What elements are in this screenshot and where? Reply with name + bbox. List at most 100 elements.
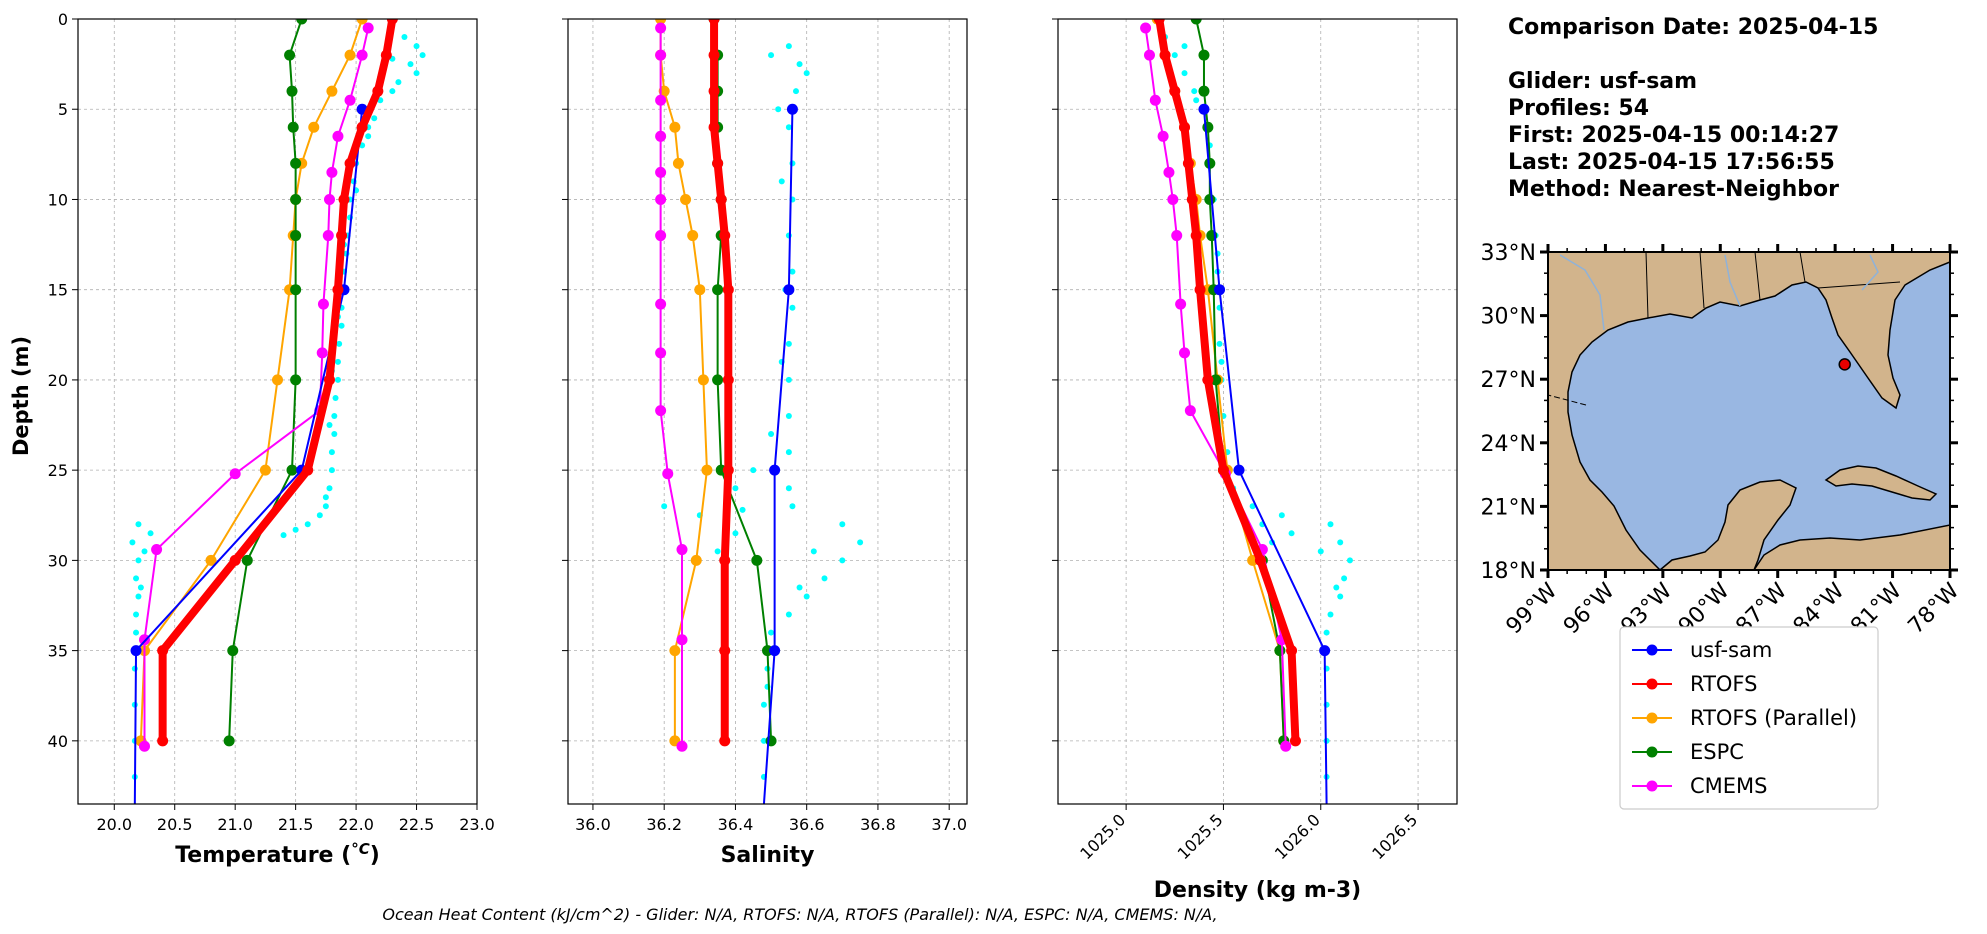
series-point: [326, 166, 338, 178]
obs-point-11: [785, 340, 792, 347]
obs-point-4: [413, 70, 420, 77]
series-point: [1184, 405, 1196, 417]
obs-point-37: [775, 106, 782, 113]
series-point: [655, 298, 667, 310]
series-point: [1217, 464, 1229, 476]
series-point: [786, 103, 798, 115]
obs-point-17: [732, 485, 739, 492]
map-land-north: [1547, 251, 1951, 571]
series-point: [1149, 94, 1161, 106]
series-point: [701, 464, 713, 476]
series-point: [769, 645, 781, 657]
last-time: Last: 2025-04-15 17:56:55: [1508, 150, 1835, 175]
x-tick-label: 36.4: [718, 815, 754, 834]
obs-point-2: [796, 61, 803, 68]
obs-point-21: [336, 340, 343, 347]
series-point: [290, 230, 302, 242]
legend-label: RTOFS (Parallel): [1690, 706, 1857, 730]
interp-method: Method: Nearest-Neighbor: [1508, 177, 1839, 202]
y-tick-label: 0: [58, 10, 68, 29]
obs-point-56: [280, 532, 287, 539]
series-point: [655, 19, 667, 25]
obs-point-27: [1323, 629, 1330, 636]
obs-point-0: [401, 34, 408, 41]
series-point: [259, 464, 271, 476]
obs-point-33: [292, 526, 299, 533]
x-tick-label: 1026.0: [1271, 810, 1324, 863]
map-lon-label: 99°W: [1502, 578, 1563, 639]
obs-point-19: [661, 503, 668, 510]
series-point: [157, 735, 169, 747]
series-point: [655, 193, 667, 205]
series-point: [655, 130, 667, 142]
y-tick-label: 25: [48, 461, 68, 480]
profile-panel-1: 36.0 36.2 36.4 36.6 36.8 37.0 Salinity: [562, 18, 968, 868]
obs-point-43: [131, 665, 138, 672]
series-point: [783, 284, 795, 296]
x-tick-label: 21.5: [278, 815, 314, 834]
series-point: [1171, 230, 1183, 242]
x-tick-label: 22.5: [399, 815, 435, 834]
series-point: [1319, 645, 1331, 657]
axes-frame: [1057, 18, 1458, 805]
obs-point-26: [331, 431, 338, 438]
obs-point-28: [803, 593, 810, 600]
obs-point-2: [419, 52, 426, 59]
series-point: [722, 284, 734, 296]
obs-point-4: [793, 88, 799, 95]
x-tick-label: 36.6: [789, 815, 825, 834]
obs-point-20: [338, 322, 345, 329]
series-point: [1214, 284, 1226, 296]
obs-point-3: [803, 70, 810, 77]
obs-point-29: [785, 611, 792, 618]
x-axis-label: Density (kg m-3): [1154, 878, 1362, 903]
series-point: [229, 468, 241, 480]
obs-point-3: [1191, 88, 1198, 95]
map-lat-label: 21°N: [1481, 495, 1536, 520]
obs-point-22: [1337, 539, 1344, 546]
obs-point-25: [331, 413, 338, 420]
grid: [1058, 18, 1457, 804]
series-point: [676, 544, 688, 556]
series-point: [680, 193, 692, 205]
series-line-usf-sam: [762, 109, 794, 804]
series-line-cmems: [1144, 27, 1287, 747]
axes-frame: [567, 18, 968, 805]
map-lat-label: 24°N: [1481, 432, 1536, 457]
obs-point-38: [778, 178, 785, 185]
series-point: [708, 19, 720, 25]
glider-obs-scatter: [129, 34, 426, 780]
x-tick-label: 36.2: [646, 815, 682, 834]
legend-entry: CMEMS: [1632, 774, 1768, 798]
series-point: [356, 121, 368, 133]
obs-point-21: [714, 548, 721, 555]
series-point: [205, 554, 217, 566]
series-point: [344, 49, 356, 61]
series-point: [1198, 85, 1210, 97]
series-point: [715, 193, 727, 205]
obs-point-12: [785, 376, 792, 383]
obs-point-5: [785, 124, 792, 131]
series-point: [676, 740, 688, 752]
obs-point-5: [395, 79, 402, 86]
comparison-date: Comparison Date: 2025-04-15: [1508, 15, 1879, 40]
series-point: [223, 735, 235, 747]
series-point: [1202, 121, 1214, 133]
series-point: [1194, 284, 1206, 296]
obs-point-21: [1327, 521, 1334, 528]
series-point: [712, 284, 724, 296]
series-point: [669, 645, 681, 657]
obs-point-32: [1181, 43, 1188, 50]
obs-point-23: [334, 376, 341, 383]
series-point: [655, 405, 667, 417]
map-lat-label: 33°N: [1481, 241, 1536, 266]
series-point: [719, 554, 731, 566]
y-tick-label: 15: [48, 281, 68, 300]
obs-point-38: [1249, 503, 1256, 510]
map-land-yucatan: [1657, 479, 1797, 571]
series-point: [690, 554, 702, 566]
series-point: [323, 193, 335, 205]
obs-point-9: [789, 268, 796, 275]
series-point: [655, 347, 667, 359]
map-lat-label: 18°N: [1481, 559, 1536, 584]
